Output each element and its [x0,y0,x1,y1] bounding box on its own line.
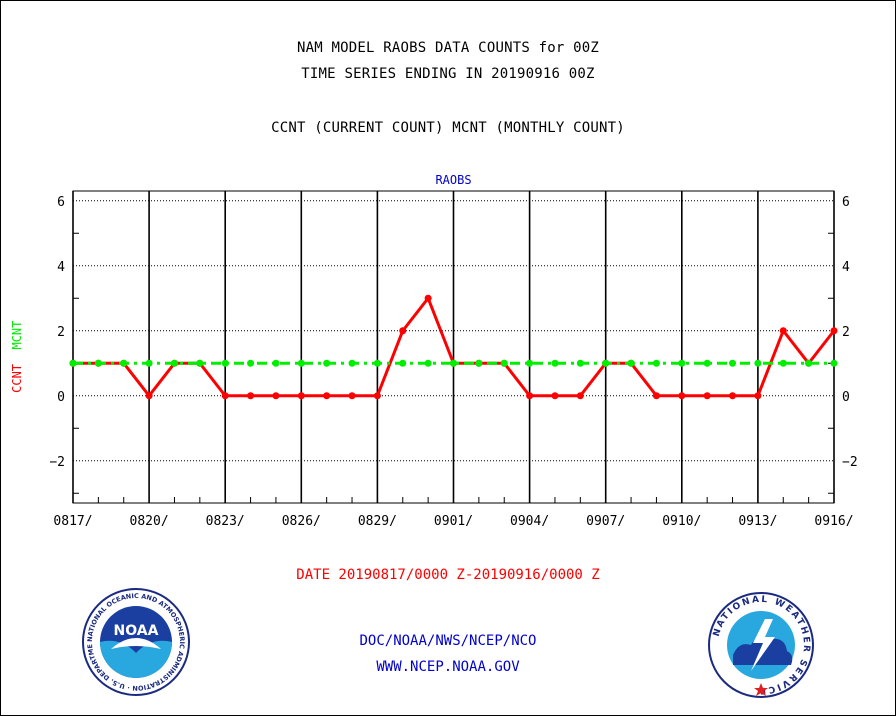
date-range-label: DATE 20190817/0000 Z-20190916/0000 Z [296,567,600,583]
header-line-3: CCNT (CURRENT COUNT) MCNT (MONTHLY COUNT… [271,120,625,136]
data-point-mcnt [69,359,77,367]
y-tick-label-left: 2 [57,325,65,340]
y-tick-label-right: −2 [842,455,858,470]
data-point-ccnt [754,392,762,400]
header-line-2: TIME SERIES ENDING IN 20190916 00Z [301,66,595,82]
data-point-mcnt [576,359,584,367]
data-point-mcnt [450,359,457,367]
data-point-mcnt [145,359,153,367]
data-point-ccnt [576,392,584,400]
y-tick-label-left: −2 [49,455,65,470]
data-point-ccnt [297,392,305,400]
x-tick-label: 0829/ [358,514,397,529]
grid-layer [72,190,835,504]
y-axis-label-space [10,350,24,364]
data-point-mcnt [272,359,280,367]
data-point-ccnt [652,392,660,400]
data-point-ccnt [373,392,381,400]
noaa-logo-icon: NATIONAL OCEANIC AND ATMOSPHERIC ADMINIS… [81,587,190,696]
x-tick-label: 0820/ [130,514,169,529]
header-line-1: NAM MODEL RAOBS DATA COUNTS for 00Z [296,40,599,56]
x-tick-label: 0823/ [206,514,245,529]
y-tick-label-left: 6 [57,195,65,210]
y-tick-label-right: 2 [842,325,850,340]
data-point-mcnt [323,359,331,367]
data-point-mcnt [703,359,711,367]
data-point-ccnt [221,392,229,400]
data-point-mcnt [627,359,635,367]
data-point-mcnt [729,359,737,367]
data-point-ccnt [348,392,356,400]
footer-url: WWW.NCEP.NOAA.GOV [376,659,520,675]
y-tick-label-left: 4 [57,260,65,275]
data-point-ccnt [678,392,686,400]
data-point-mcnt [779,359,787,367]
data-point-ccnt [272,392,280,400]
data-point-ccnt [830,327,838,335]
y-axis-label-ccnt: CCNT [10,364,24,393]
x-tick-label: 0904/ [510,514,549,529]
data-point-mcnt [678,359,686,367]
y-axis-label-mcnt: MCNT [10,321,24,350]
data-point-mcnt [805,359,813,367]
data-point-mcnt [94,359,102,367]
raobs-line-chart: −2 −2 0 0 2 2 4 4 6 6 0817/0820/0823/0826/0829/090… [10,173,858,529]
y-tick-label-right: 0 [842,390,850,405]
data-point-mcnt [247,359,255,367]
data-point-ccnt [703,392,711,400]
label-layer: −2 −2 0 0 2 2 4 4 6 6 0817/0820/0823/0826/0829/090… [10,173,858,529]
data-point-ccnt [551,392,559,400]
data-point-mcnt [830,359,838,367]
data-point-ccnt [145,392,153,400]
data-point-mcnt [754,359,762,367]
data-point-ccnt [399,327,407,335]
data-point-ccnt [247,392,255,400]
data-point-mcnt [120,359,128,367]
data-point-ccnt [729,392,737,400]
data-point-mcnt [475,359,483,367]
noaa-logo-text: NOAA [114,623,159,639]
data-point-mcnt [170,359,178,367]
data-point-mcnt [500,359,508,367]
x-tick-label: 0910/ [662,514,701,529]
data-point-mcnt [348,359,356,367]
data-point-mcnt [602,359,610,367]
data-point-ccnt [323,392,331,400]
x-tick-label: 0916/ [814,514,853,529]
x-tick-label: 0817/ [53,514,92,529]
x-tick-label: 0907/ [586,514,625,529]
data-point-mcnt [196,359,204,367]
y-axis-label: CCNT MCNT [10,321,24,393]
x-tick-label: 0826/ [282,514,321,529]
data-point-mcnt [297,359,305,367]
data-point-ccnt [779,327,787,335]
data-point-mcnt [373,359,381,367]
data-point-ccnt [424,294,432,302]
data-point-mcnt [551,359,559,367]
chart-title: RAOBS [435,173,471,187]
y-tick-label-left: 0 [57,390,65,405]
data-point-mcnt [424,359,432,367]
data-point-mcnt [399,359,407,367]
data-point-mcnt [526,359,534,367]
series-layer [69,294,838,400]
y-tick-label-right: 6 [842,195,850,210]
data-point-mcnt [221,359,229,367]
y-tick-label-right: 4 [842,260,850,275]
data-point-mcnt [652,359,660,367]
x-tick-label: 0901/ [434,514,473,529]
data-point-ccnt [526,392,534,400]
x-tick-label: 0913/ [738,514,777,529]
footer-agency: DOC/NOAA/NWS/NCEP/NCO [359,633,537,649]
nws-logo-icon: NATIONAL WEATHER SERVICE [708,592,814,698]
